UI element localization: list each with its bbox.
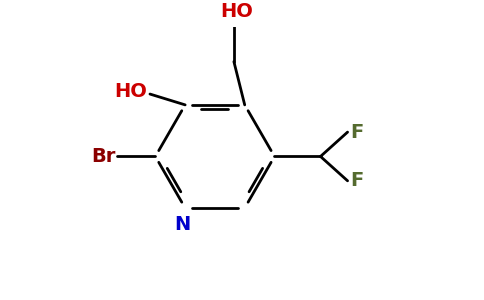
Text: F: F [350,171,363,190]
Text: N: N [174,215,191,234]
Text: F: F [350,123,363,142]
Text: HO: HO [114,82,147,101]
Text: HO: HO [220,2,253,21]
Text: Br: Br [92,147,116,166]
